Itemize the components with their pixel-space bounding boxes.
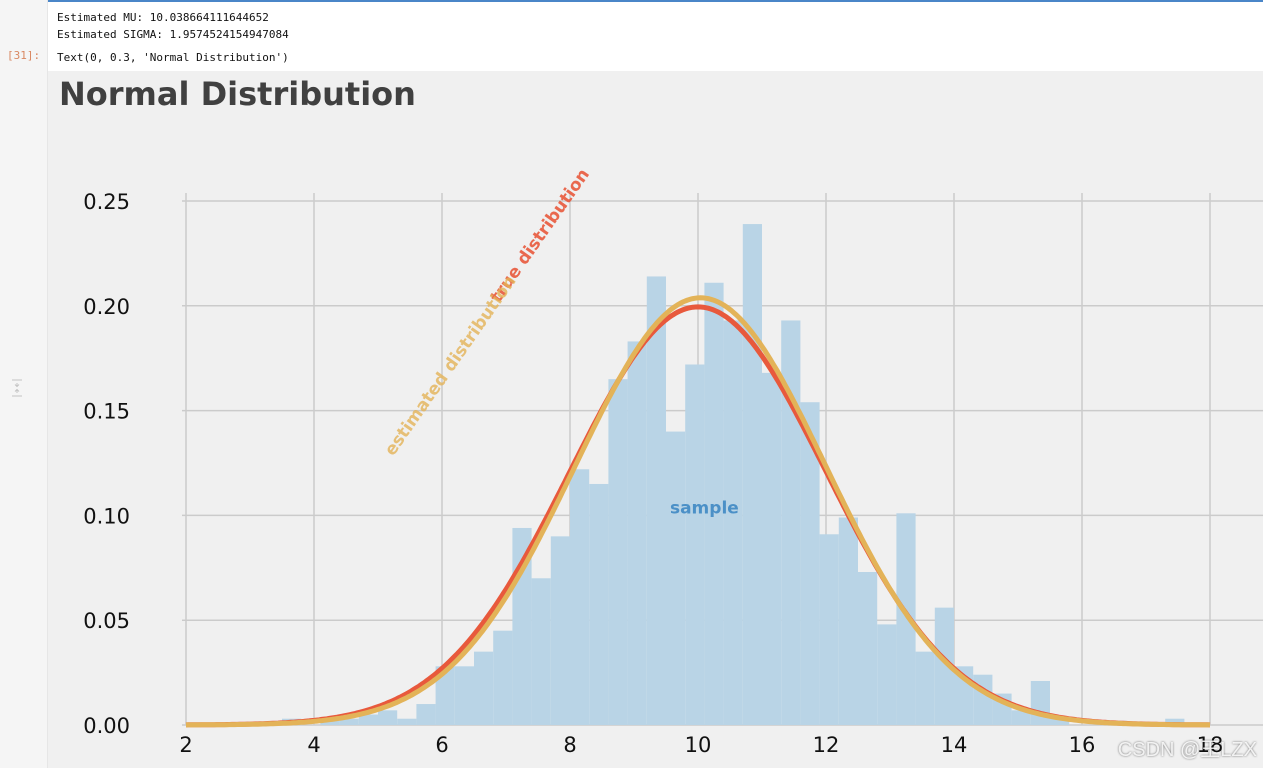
y-tick-label: 0.10 [83,504,130,528]
histogram-bar [550,536,570,725]
histogram-bar [838,517,858,725]
x-tick-label: 2 [179,733,192,757]
x-tick-label: 6 [435,733,448,757]
histogram-bar [1030,680,1050,725]
histogram-bar [781,320,801,725]
histogram-bar [435,666,455,725]
x-tick-label: 10 [685,733,712,757]
histogram-bar [339,718,359,725]
output-line-sigma: Estimated SIGMA: 1.9574524154947084 [57,28,289,41]
y-tick-label: 0.05 [83,609,130,633]
y-tick-label: 0.20 [83,295,130,319]
watermark: CSDN @王LZX [1117,739,1257,761]
histogram-bar [800,402,820,725]
histogram-bar [1165,718,1185,725]
histogram-bar [589,483,609,725]
histogram-bar [378,710,398,725]
y-tick-label: 0.25 [83,190,130,214]
histogram-bar [896,513,916,725]
histogram-bar [685,364,705,725]
cell-gutter: [31]: [0,0,48,768]
histogram-bar [416,704,436,725]
x-tick-label: 12 [813,733,840,757]
histogram-bar [358,714,378,725]
cell-prompt: [31]: [7,49,41,62]
histogram-bar [570,469,590,725]
output-line-mu: Estimated MU: 10.038664111644652 [57,11,269,24]
collapse-output-icon[interactable] [9,378,25,398]
histogram-bar [454,666,474,725]
histogram-bar [474,651,494,725]
histogram-bar [704,282,724,725]
histogram-bar [934,607,954,725]
y-tick-label: 0.00 [83,714,130,738]
y-tick-label: 0.15 [83,400,130,424]
histogram-bar [1011,710,1031,725]
histogram-bar [627,341,647,725]
x-tick-label: 4 [307,733,320,757]
histogram-bar [973,674,993,725]
histogram-bar [493,630,513,725]
x-tick-label: 18 [1197,733,1224,757]
sample-label: sample [670,498,739,518]
histogram-bar [723,320,743,725]
histogram-bar [762,372,782,725]
x-tick-label: 8 [563,733,576,757]
x-tick-label: 14 [941,733,968,757]
x-tick-label: 16 [1069,733,1096,757]
figure: Normal Distribution true distribution esti… [48,71,1263,768]
output-text-repr: Text(0, 0.3, 'Normal Distribution') [57,51,289,64]
histogram-bar [742,224,762,725]
histogram-bar [819,534,839,725]
histogram-bar [858,571,878,725]
histogram-bar [915,651,935,725]
chart-title: Normal Distribution [59,75,416,113]
histogram-bar [531,578,551,725]
histogram-bar [1050,718,1070,725]
histogram-bar [397,718,417,725]
cell-top-border [48,0,1263,2]
histogram-bar [608,379,628,725]
histogram-bar [877,624,897,725]
histogram-bar [320,720,340,725]
estimated-distribution-curve [186,295,1210,728]
histogram-bar [666,431,686,725]
histogram-bar [646,276,666,725]
